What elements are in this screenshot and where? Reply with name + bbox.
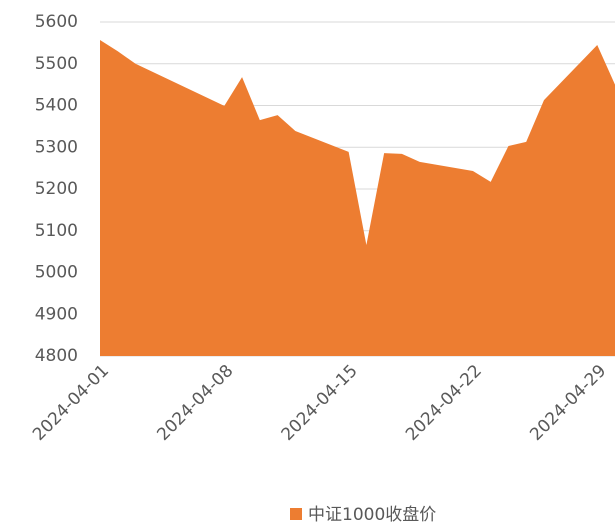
x-tick-label: 2024-04-01 [29,361,113,445]
y-tick-label: 5200 [35,179,78,199]
y-tick-label: 5100 [35,221,78,241]
y-tick-label: 5300 [35,137,78,157]
y-tick-label: 5600 [35,12,78,32]
y-tick-label: 4800 [35,346,78,366]
x-tick-label: 2024-04-15 [278,361,362,445]
x-tick-label: 2024-04-29 [526,361,610,445]
legend-swatch [290,508,302,520]
area [100,39,615,356]
y-tick-label: 4900 [35,304,78,324]
legend-label: 中证1000收盘价 [308,505,436,524]
y-tick-label: 5500 [35,54,78,74]
y-tick-label: 5400 [35,96,78,116]
x-tick-label: 2024-04-08 [153,361,237,445]
x-tick-label: 2024-04-22 [402,361,486,445]
y-tick-label: 5000 [35,263,78,283]
